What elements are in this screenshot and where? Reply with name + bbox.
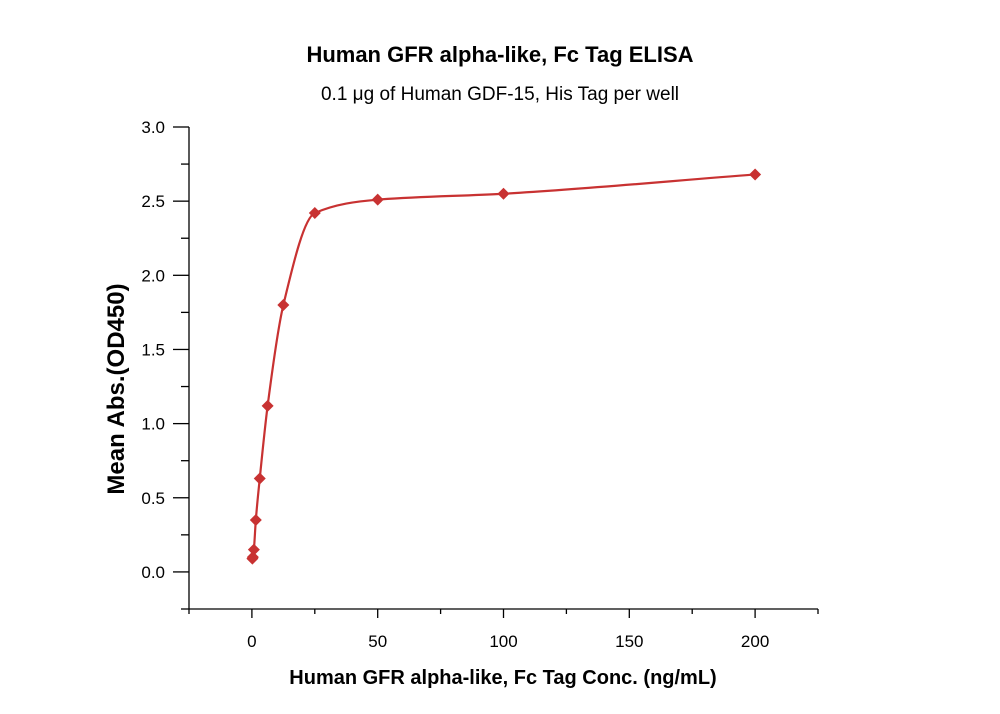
data-point (249, 514, 262, 527)
data-point (371, 193, 384, 206)
chart-subtitle: 0.1 μg of Human GDF-15, His Tag per well (320, 84, 680, 105)
data-point (749, 168, 762, 181)
x-tick-label: 50 (368, 632, 387, 651)
y-tick-label: 0.0 (141, 563, 165, 582)
data-points (246, 168, 762, 565)
data-point (247, 543, 260, 556)
data-point (261, 399, 274, 412)
data-point (497, 187, 510, 200)
fit-curve (251, 173, 756, 559)
x-tick-label: 100 (489, 632, 517, 651)
tick-labels: 0 50 100 150 200 0.0 0.5 1.0 1.5 2.0 2.5 3.0 (141, 118, 769, 651)
y-tick-label: 2.0 (141, 266, 165, 285)
data-point (246, 551, 259, 564)
y-tick-label: 1.5 (141, 340, 165, 359)
x-tick-label: 150 (615, 632, 643, 651)
y-tick-label: 0.5 (141, 489, 165, 508)
y-axis-label: Mean Abs.(OD450) (103, 283, 130, 494)
data-point (308, 207, 321, 220)
y-tick-label: 2.5 (141, 192, 165, 211)
data-point (277, 298, 290, 311)
y-tick-label: 3.0 (141, 118, 165, 137)
chart-title: Human GFR alpha-like, Fc Tag ELISA (306, 42, 694, 67)
x-tick-label: 200 (741, 632, 769, 651)
data-point (253, 472, 266, 485)
y-tick-label: 1.0 (141, 415, 165, 434)
ticks (173, 126, 819, 618)
x-tick-label: 0 (247, 632, 256, 651)
x-axis-label: Human GFR alpha-like, Fc Tag Conc. (ng/m… (289, 667, 716, 689)
